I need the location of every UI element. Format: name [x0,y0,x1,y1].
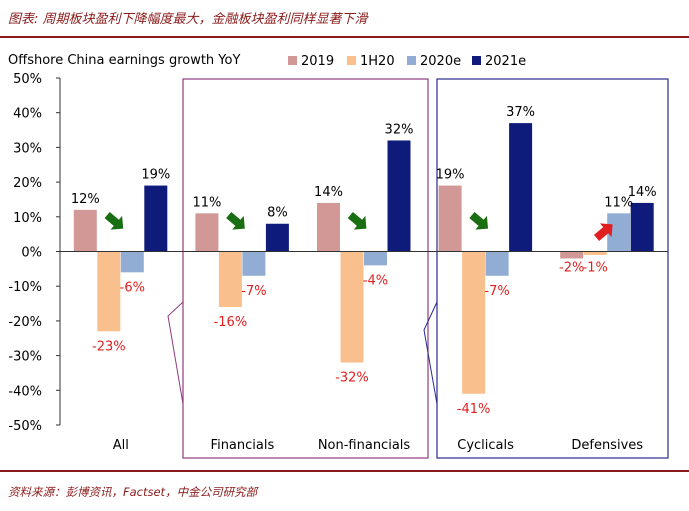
legend-label: 1H20 [360,54,395,69]
bar-2021e [144,185,168,252]
data-label: 32% [385,122,414,137]
data-label: 8% [267,206,288,221]
legend-label: 2019 [301,54,334,69]
data-label: -1% [583,261,608,276]
bar-2019 [73,209,97,252]
bar-2021e [630,202,654,252]
data-label: 11% [192,195,221,210]
bar-2021e [509,123,533,252]
bar-2021e [387,140,411,252]
trend-arrow-icon [104,212,124,230]
y-tick-label: 20% [13,176,42,191]
trend-arrow-icon [347,212,367,230]
bar-2019 [195,213,219,252]
data-label: 37% [506,105,535,120]
data-label: -7% [484,284,509,299]
arrow-shape [469,212,489,230]
chart-header: 图表: 周期板块盈利下降幅度最大，金融板块盈利同样显著下滑 [8,12,368,27]
trend-arrow-icon [469,212,489,230]
bar-2019 [438,185,462,252]
bar-1h20 [218,251,242,308]
data-label: 14% [314,185,343,200]
bar-2020e [120,251,144,273]
source-note: 资料来源：彭博资讯，Factset，中金公司研究部 [8,485,258,499]
bar-1h20 [97,251,121,332]
data-label: 11% [604,195,633,210]
group-box [436,78,669,459]
bar-1h20 [340,251,364,363]
data-label: -23% [92,339,126,354]
y-tick-label: 40% [13,107,42,122]
legend-swatch [407,56,416,65]
bar-2020e [364,251,387,266]
y-tick-label: -40% [8,384,42,399]
y-tick-label: -50% [8,419,42,434]
bar-2020e [242,251,266,276]
arrow-shape [226,212,245,230]
chart-title: Offshore China earnings growth YoY [8,53,240,68]
arrow-shape [347,212,367,230]
trend-arrow-icon [593,223,613,241]
y-tick-label: -30% [8,350,42,365]
category-label: Defensives [571,438,643,453]
header-rule [0,36,689,38]
y-tick-label: -20% [8,315,42,330]
data-label: -2% [559,261,584,276]
bar-1h20 [462,251,486,394]
data-label: -32% [335,371,369,386]
box-connector [167,301,184,405]
y-tick-label: 50% [13,72,42,87]
bar-2020e [607,213,631,252]
bar-2019 [560,251,584,259]
legend-swatch [472,56,481,65]
category-label: Cyclicals [457,438,514,453]
footer-rule [0,470,689,472]
data-label: 19% [436,168,465,183]
data-label: 19% [141,168,170,183]
arrow-shape [593,223,613,241]
box-connector [423,301,438,405]
y-tick-label: -10% [8,280,42,295]
legend-label: 2021e [485,54,526,69]
y-tick-label: 0% [21,246,42,261]
bar-1h20 [583,251,607,255]
legend-swatch [288,56,297,65]
bar-2021e [265,223,289,252]
group-box [182,78,429,459]
data-label: 12% [71,192,100,207]
legend-label: 2020e [420,54,461,69]
data-label: -4% [363,273,388,288]
bar-2019 [317,202,340,252]
category-label: Financials [211,438,275,453]
trend-arrow-icon [226,212,245,230]
y-tick-label: 30% [13,141,42,156]
data-label: -41% [457,402,491,417]
bar-2020e [485,251,509,276]
category-label: Non-financials [318,438,411,453]
data-label: -16% [214,315,248,330]
data-label: 14% [628,185,657,200]
data-label: -7% [241,284,266,299]
arrow-shape [104,212,124,230]
legend-swatch [347,56,356,65]
y-tick-label: 10% [13,211,42,226]
data-label: -6% [120,280,145,295]
category-label: All [113,438,129,453]
